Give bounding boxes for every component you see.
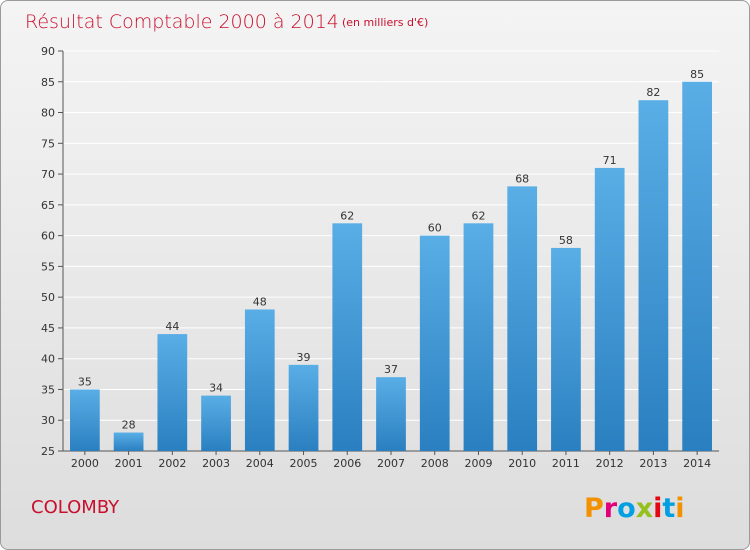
data-label-2009: 62 [471, 209, 485, 222]
data-label-2004: 48 [253, 295, 267, 308]
proxiti-logo-text: Proxiti [584, 493, 685, 524]
y-tick-label: 45 [41, 322, 55, 335]
y-tick-label: 30 [41, 414, 55, 427]
bar-2000 [69, 389, 100, 451]
chart-subtitle: (en milliers d'€) [342, 16, 428, 29]
logo-letter: P [584, 493, 604, 524]
x-tick-label-2013: 2013 [639, 457, 667, 470]
x-tick-labels: 2000 2001 2002 2003 2004 2005 2006 2007 2008 2009… [71, 451, 711, 470]
y-tick-label: 50 [41, 291, 55, 304]
data-label-2008: 60 [428, 222, 442, 235]
bar-2012 [594, 167, 625, 451]
x-tick-label-2010: 2010 [508, 457, 536, 470]
bar-2014 [682, 81, 713, 452]
x-tick-label-2014: 2014 [683, 457, 711, 470]
bar-2004 [244, 309, 275, 451]
y-tick-label: 25 [41, 445, 55, 458]
data-label-2001: 28 [122, 419, 136, 432]
data-label-2010: 68 [515, 172, 529, 185]
data-label-2014: 85 [690, 68, 704, 81]
x-tick-label-2009: 2009 [464, 457, 492, 470]
logo-letter: x [636, 493, 653, 524]
data-label-2012: 71 [603, 154, 617, 167]
x-tick-label-2001: 2001 [115, 457, 143, 470]
x-tick-label-2000: 2000 [71, 457, 99, 470]
bar-2001 [113, 432, 144, 451]
bar-2010 [507, 186, 538, 451]
y-tick-labels: 25 30 35 40 45 50 55 60 65 70 75 80 85 90 [41, 45, 55, 458]
logo-letter: i [653, 493, 662, 524]
y-tick-label: 80 [41, 107, 55, 120]
data-label-2011: 58 [559, 234, 573, 247]
x-tick-label-2003: 2003 [202, 457, 230, 470]
x-tick-label-2006: 2006 [333, 457, 361, 470]
y-tick-label: 65 [41, 199, 55, 212]
bar-2006 [332, 223, 363, 451]
x-tick-label-2008: 2008 [421, 457, 449, 470]
data-label-2003: 34 [209, 382, 223, 395]
logo-letter: t [662, 493, 675, 524]
logo-letter: r [604, 493, 618, 524]
logo-letter: i [675, 493, 684, 524]
y-tick-label: 55 [41, 260, 55, 273]
x-tick-label-2002: 2002 [158, 457, 186, 470]
bar-2002 [157, 334, 188, 451]
x-tick-label-2012: 2012 [596, 457, 624, 470]
y-tick-label: 40 [41, 353, 55, 366]
data-label-2002: 44 [165, 320, 179, 333]
value-labels: 35 28 44 34 48 39 62 37 60 62 68 58 71 82 85 [78, 68, 704, 432]
y-tick-label: 35 [41, 383, 55, 396]
chart-title: Résultat Comptable 2000 à 2014 [25, 11, 339, 33]
bar-2005 [288, 364, 319, 451]
x-tick-label-2005: 2005 [290, 457, 318, 470]
data-label-2005: 39 [297, 351, 311, 364]
x-tick-label-2007: 2007 [377, 457, 405, 470]
y-tick-label: 90 [41, 45, 55, 58]
data-label-2000: 35 [78, 375, 92, 388]
x-tick-label-2011: 2011 [552, 457, 580, 470]
x-tick-label-2004: 2004 [246, 457, 274, 470]
bar-2007 [376, 377, 406, 451]
data-label-2013: 82 [646, 86, 660, 99]
y-tick-label: 75 [41, 137, 55, 150]
y-tick-label: 85 [41, 76, 55, 89]
y-tick-label: 60 [41, 230, 55, 243]
bar-2013 [638, 100, 669, 451]
commune-name: COLOMBY [31, 497, 120, 518]
data-label-2006: 62 [340, 209, 354, 222]
bars [69, 81, 713, 452]
bar-2008 [419, 235, 450, 451]
y-tick-label: 70 [41, 168, 55, 181]
proxiti-logo: Proxiti [584, 493, 685, 524]
bar-2003 [201, 395, 231, 451]
bar-2011 [551, 247, 581, 451]
data-label-2007: 37 [384, 363, 398, 376]
bar-2009 [463, 223, 494, 451]
logo-letter: o [617, 493, 636, 524]
